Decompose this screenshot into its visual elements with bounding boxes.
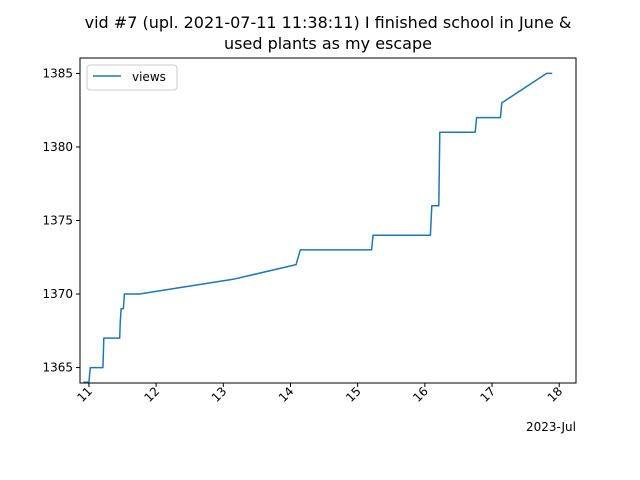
legend-label-views: views (132, 70, 166, 84)
plot-frame (79, 57, 577, 384)
legend-box (86, 64, 178, 91)
legend: views (86, 64, 178, 91)
y-tick-label: 1370 (42, 287, 73, 301)
y-axis-ticks: 1365 1370 1375 1380 1385 (42, 66, 80, 375)
x-axis-offset-label: 2023-Jul (526, 420, 576, 434)
chart-title: vid #7 (upl. 2021-07-11 11:38:11) I fini… (85, 13, 572, 32)
series-line-views (83, 72, 553, 384)
y-tick-label: 1375 (42, 214, 73, 228)
y-tick-label: 1385 (42, 66, 73, 80)
chart-title-line2: used plants as my escape (224, 34, 432, 53)
y-tick-label: 1365 (42, 361, 73, 375)
y-tick-label: 1380 (42, 140, 73, 154)
